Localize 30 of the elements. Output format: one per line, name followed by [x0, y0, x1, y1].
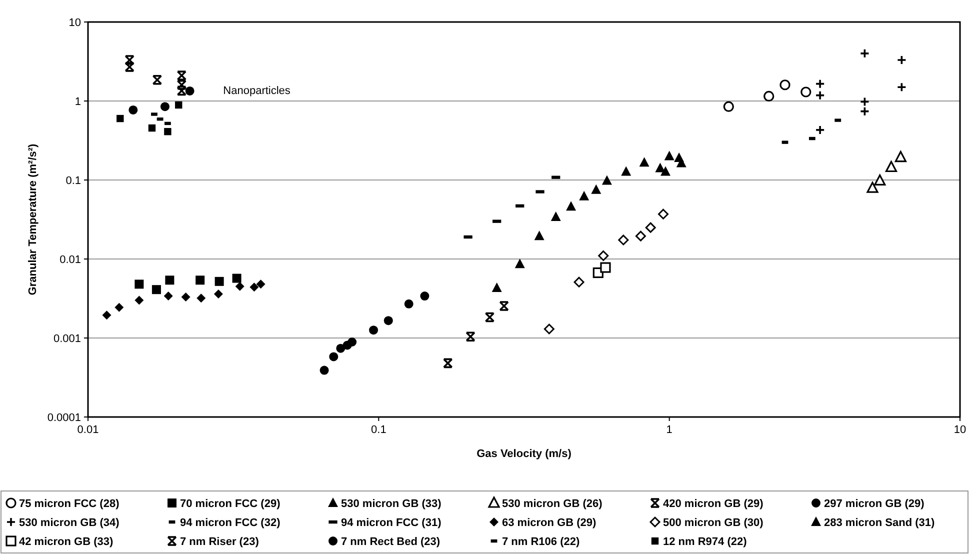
y-tick-label: 0.1 — [66, 175, 81, 187]
legend-label: 283 micron Sand (31) — [824, 517, 935, 529]
legend-label: 94 micron FCC (32) — [180, 517, 281, 529]
legend-label: 500 micron GB (30) — [663, 517, 764, 529]
annotation: Nanoparticles — [223, 85, 291, 97]
y-tick-label: 1 — [74, 96, 81, 108]
legend-label: 94 micron FCC (31) — [341, 517, 442, 529]
legend-label: 530 micron GB (33) — [341, 498, 442, 510]
legend-label: 7 nm R106 (22) — [502, 536, 580, 548]
x-tick-label: 10 — [954, 424, 966, 436]
y-tick-label: 0.01 — [60, 254, 81, 266]
legend-label: 70 micron FCC (29) — [180, 498, 281, 510]
legend-label: 7 nm Riser (23) — [180, 536, 260, 548]
x-tick-label: 1 — [666, 424, 672, 436]
y-axis-title: Granular Temperature (m²/s²) — [27, 143, 39, 296]
legend-label: 420 micron GB (29) — [663, 498, 764, 510]
x-tick-label: 0.01 — [77, 424, 99, 436]
legend-label: 530 micron GB (26) — [502, 498, 603, 510]
legend-label: 7 nm Rect Bed (23) — [341, 536, 440, 548]
legend-label: 63 micron GB (29) — [502, 517, 596, 529]
legend-label: 12 nm R974 (22) — [663, 536, 748, 548]
legend-label: 530 micron GB (34) — [19, 517, 120, 529]
y-tick-label: 0.001 — [53, 333, 81, 345]
legend-label: 297 micron GB (29) — [824, 498, 925, 510]
legend-label: 75 micron FCC (28) — [19, 498, 120, 510]
legend-label: 42 micron GB (33) — [19, 536, 114, 548]
x-axis-title: Gas Velocity (m/s) — [476, 448, 572, 460]
y-tick-label: 0.0001 — [47, 412, 81, 424]
x-tick-label: 0.1 — [371, 424, 386, 436]
y-tick-label: 10 — [68, 17, 81, 29]
